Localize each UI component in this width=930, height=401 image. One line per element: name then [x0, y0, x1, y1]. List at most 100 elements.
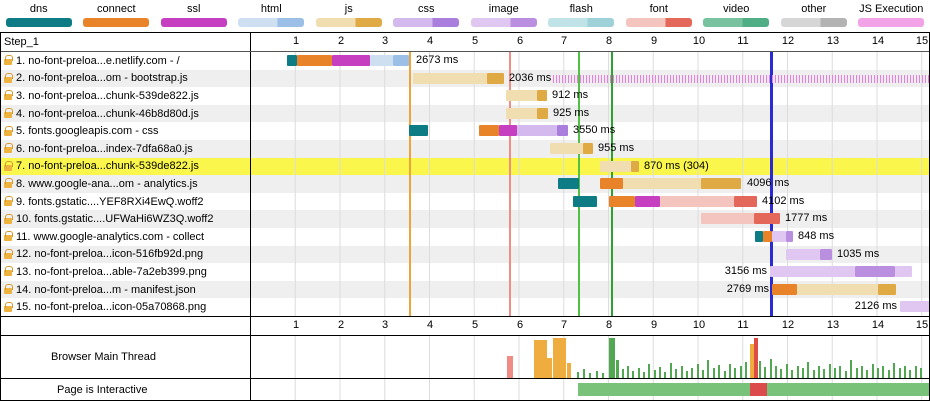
segment-ssl — [635, 195, 660, 207]
axis-tick: 10 — [692, 319, 706, 331]
time-axis-top: 1 2 3 4 5 6 7 8 9 10 11 12 13 14 15 — [251, 33, 929, 51]
request-row-label[interactable]: 3. no-font-preloa...chunk-539de822.js — [1, 87, 250, 105]
lock-icon — [4, 301, 13, 312]
main-thread-activity-bar — [567, 363, 571, 378]
request-row-label[interactable]: 7. no-font-preloa...chunk-539de822.js — [1, 157, 250, 176]
main-thread-activity-bar — [654, 370, 656, 378]
main-thread-track — [251, 336, 929, 378]
legend-swatch — [858, 18, 925, 27]
request-url: 1. no-font-preloa...e.netlify.com - / — [16, 54, 180, 67]
segment-img_l — [786, 248, 820, 260]
request-url: 12. no-font-preloa...icon-516fb92d.png — [16, 248, 204, 261]
waterfall-row: 912 ms — [251, 87, 929, 105]
request-time: 2769 ms — [726, 282, 769, 295]
main-thread-activity-bar — [707, 360, 709, 378]
main-thread-activity-bar — [691, 368, 693, 378]
waterfall-row: 3550 ms — [251, 122, 929, 140]
legend-swatch — [5, 18, 72, 27]
request-row-label[interactable]: 14. no-font-preloa...m - manifest.json — [1, 280, 250, 299]
legend-label: css — [418, 3, 435, 15]
request-time: 925 ms — [553, 106, 590, 119]
rows-band: 1. no-font-preloa...e.netlify.com - / 2. … — [1, 52, 929, 316]
main-thread-activity-bar — [627, 366, 629, 378]
segment-js_l — [600, 160, 631, 172]
request-row-label[interactable]: 2. no-font-preloa...om - bootstrap.js — [1, 69, 250, 88]
segment-font_l — [701, 213, 754, 225]
segment-connect — [297, 55, 332, 66]
axis-tick: 2 — [337, 35, 345, 47]
main-thread-activity-bar — [877, 368, 879, 378]
main-thread-activity-bar — [802, 368, 804, 378]
request-url: 8. www.google-ana...om - analytics.js — [16, 177, 198, 190]
segment-img_l — [895, 266, 912, 278]
main-thread-activity-bar — [734, 368, 736, 378]
main-thread-activity-bar — [829, 364, 831, 378]
request-row-label[interactable]: 1. no-font-preloa...e.netlify.com - / — [1, 52, 250, 70]
request-row-label[interactable]: 9. fonts.gstatic....YEF8RXi4EwQ.woff2 — [1, 193, 250, 211]
segment-js_l — [506, 107, 537, 119]
main-thread-activity-bar — [797, 366, 799, 378]
lock-icon — [4, 108, 13, 119]
legend-label: dns — [29, 3, 48, 15]
segment-dns — [558, 178, 579, 190]
axis-tick: 12 — [781, 319, 795, 331]
main-thread-activity-bar — [602, 373, 604, 378]
interactive-band: Page is Interactive — [1, 379, 929, 400]
lock-icon — [4, 213, 13, 224]
main-thread-activity-bar — [643, 372, 645, 378]
request-row-label[interactable]: 13. no-font-preloa...able-7a2eb399.png — [1, 263, 250, 281]
request-row-label[interactable]: 4. no-font-preloa...chunk-46b8d80d.js — [1, 104, 250, 123]
legend-swatch — [393, 18, 460, 27]
legend-swatch — [470, 18, 537, 27]
segment-ssl — [499, 125, 517, 137]
main-thread-activity-bar — [818, 366, 820, 378]
waterfall-row: 870 ms (304) — [251, 157, 929, 176]
request-row-label[interactable]: 5. fonts.googleapis.com - css — [1, 122, 250, 140]
segment-img_l — [900, 301, 929, 313]
segment-img_d — [820, 248, 832, 260]
request-time: 4102 ms — [762, 194, 805, 207]
lock-icon — [4, 196, 13, 207]
request-url: 3. no-font-preloa...chunk-539de822.js — [16, 89, 199, 102]
request-url: 15. no-font-preloa...icon-05a70868.png — [16, 301, 207, 314]
axis-tick: 9 — [650, 35, 658, 47]
request-url: 11. www.google-analytics.com - collect — [16, 230, 205, 243]
request-row-label[interactable]: 8. www.google-ana...om - analytics.js — [1, 175, 250, 193]
waterfall-row: 1777 ms — [251, 210, 929, 228]
main-thread-activity-bar — [697, 364, 699, 378]
legend-swatch — [548, 18, 615, 27]
request-url: 13. no-font-preloa...able-7a2eb399.png — [16, 265, 207, 278]
waterfall-row: 4096 ms — [251, 175, 929, 193]
main-thread-activity-bar — [899, 368, 901, 378]
main-thread-activity-bar — [754, 338, 758, 378]
segment-js_d — [487, 72, 504, 84]
request-time: 1035 ms — [837, 247, 880, 260]
main-thread-activity-bar — [632, 371, 634, 378]
main-thread-activity-bar — [659, 367, 661, 378]
request-row-label[interactable]: 6. no-font-preloa...index-7dfa68a0.js — [1, 139, 250, 158]
main-thread-activity-bar — [553, 338, 566, 378]
axis-tick: 15 — [915, 35, 929, 47]
request-row-label[interactable]: 15. no-font-preloa...icon-05a70868.png — [1, 298, 250, 316]
request-row-label[interactable]: 11. www.google-analytics.com - collect — [1, 228, 250, 246]
request-row-label[interactable]: 10. fonts.gstatic....UFWaHi6WZ3Q.woff2 — [1, 210, 250, 228]
request-row-label[interactable]: 12. no-font-preloa...icon-516fb92d.png — [1, 245, 250, 264]
main-thread-activity-bar — [745, 362, 747, 378]
axis-tick: 4 — [426, 319, 434, 331]
legend-swatch — [703, 18, 770, 27]
axis-tick: 8 — [605, 319, 613, 331]
segment-js_l — [550, 142, 583, 154]
main-thread-activity-bar — [686, 371, 688, 378]
main-thread-activity-bar — [583, 369, 585, 378]
request-time: 4096 ms — [747, 177, 790, 190]
request-time: 912 ms — [552, 89, 589, 102]
axis-tick: 5 — [471, 319, 479, 331]
legend-swatch — [780, 18, 847, 27]
legend-item-flash: flash — [543, 4, 621, 27]
main-thread-activity-bar — [904, 366, 906, 378]
waterfall-rows: 2673 ms 2036 ms 912 ms 925 ms 3550 ms 955 ms 8… — [251, 52, 929, 316]
main-thread-activity-bar — [648, 364, 650, 378]
main-thread-activity-bar — [724, 371, 726, 378]
legend-item-connect: connect — [78, 4, 156, 27]
main-thread-activity-bar — [861, 366, 863, 378]
